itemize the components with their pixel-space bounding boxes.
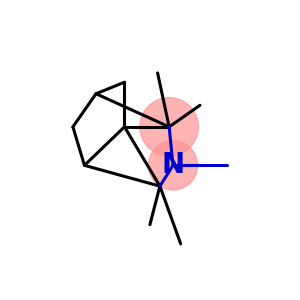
- Text: N: N: [161, 152, 184, 179]
- Circle shape: [140, 98, 198, 156]
- Circle shape: [148, 141, 198, 190]
